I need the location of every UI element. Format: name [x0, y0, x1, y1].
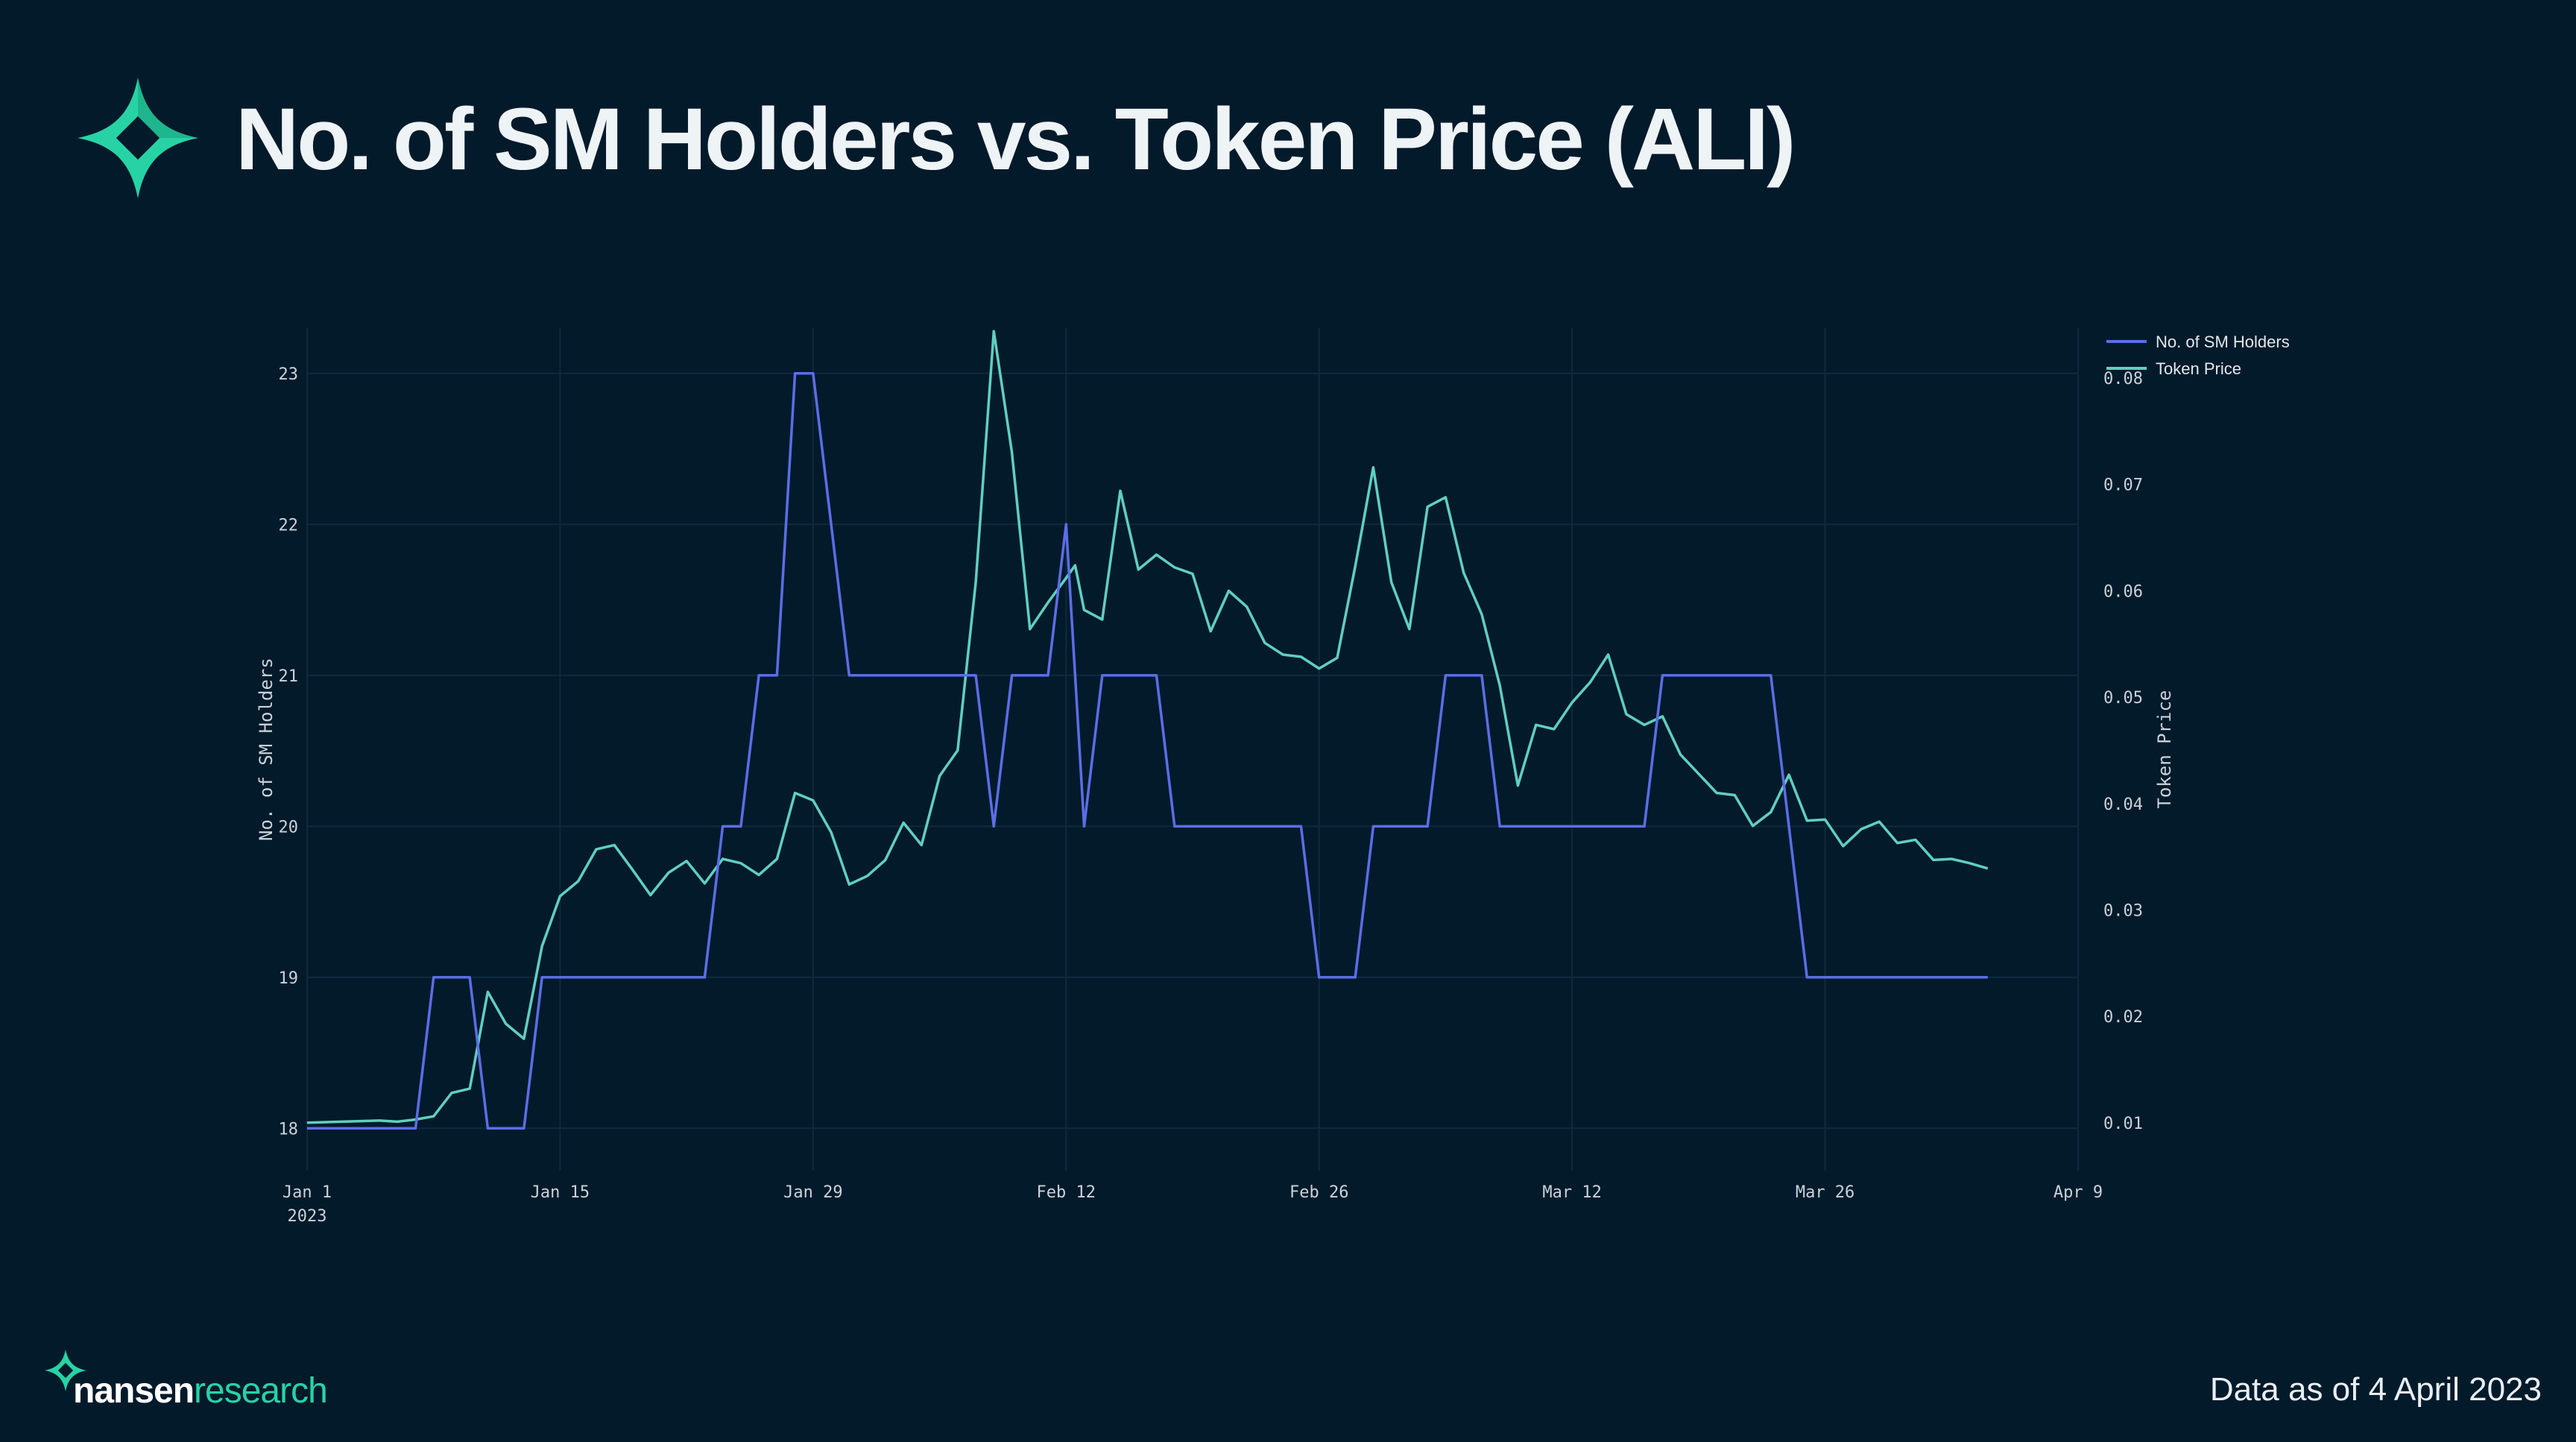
x-tick-label: Jan 29 [783, 1183, 842, 1202]
y-right-tick-label: 0.01 [2103, 1115, 2143, 1133]
data-note: Data as of 4 April 2023 [2209, 1371, 2542, 1408]
nansen-star-icon [78, 78, 198, 198]
legend-item[interactable]: No. of SM Holders [2106, 333, 2290, 351]
brand-logo: nansenresearch [45, 1350, 358, 1412]
y-left-tick-label: 22 [279, 516, 299, 535]
y-left-axis-title: No. of SM Holders [256, 658, 277, 841]
brand-primary: nansen [73, 1371, 195, 1411]
x-tick-sublabel: 2023 [288, 1207, 327, 1226]
series-layer [306, 330, 1989, 1130]
y-left-tick-label: 19 [279, 969, 299, 988]
legend[interactable]: No. of SM Holders Token Price [2106, 333, 2290, 378]
x-tick-label: Jan 15 [531, 1183, 590, 1202]
y-right-tick-label: 0.06 [2103, 582, 2143, 601]
y-right-tick-label: 0.08 [2103, 370, 2143, 388]
page-title: No. of SM Holders vs. Token Price (ALI) [236, 90, 1796, 189]
y-right-tick-label: 0.02 [2103, 1008, 2143, 1027]
y-left-tick-label: 23 [279, 365, 299, 384]
y-right-axis-title: Token Price [2154, 690, 2175, 809]
brand-secondary: research [194, 1371, 328, 1411]
x-tick-label: Apr 9 [2053, 1183, 2103, 1202]
y-left-tick-label: 20 [279, 818, 299, 837]
legend-label: No. of SM Holders [2156, 333, 2290, 351]
x-tick-label: Jan 1 [282, 1183, 332, 1202]
y-right-tick-label: 0.03 [2103, 901, 2143, 920]
x-tick-label: Feb 12 [1037, 1183, 1096, 1202]
y-left-tick-label: 21 [279, 667, 299, 686]
y-right-tick-label: 0.04 [2103, 796, 2143, 814]
x-tick-label: Feb 26 [1289, 1183, 1348, 1202]
series-line-price [306, 330, 1989, 1124]
brand-wordmark: nansenresearch [73, 1370, 328, 1412]
y-right-tick-label: 0.05 [2103, 689, 2143, 708]
y-right-tick-label: 0.07 [2103, 476, 2143, 495]
x-tick-label: Mar 12 [1542, 1183, 1601, 1202]
legend-label: Token Price [2156, 359, 2241, 378]
nansen-star-small-icon [45, 1350, 86, 1391]
y-left-tick-label: 18 [279, 1120, 299, 1139]
grid-layer [306, 328, 2079, 1171]
series-line-holders [307, 372, 1988, 1130]
legend-item[interactable]: Token Price [2106, 359, 2241, 378]
x-tick-label: Mar 26 [1796, 1183, 1854, 1202]
